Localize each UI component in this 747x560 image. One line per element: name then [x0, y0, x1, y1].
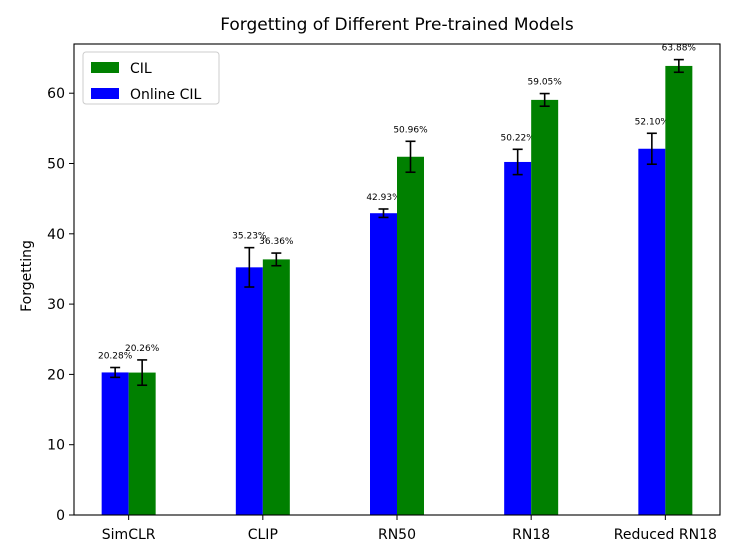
- x-tick-label: CLIP: [248, 527, 278, 543]
- bar-online-cil: [101, 372, 129, 515]
- bar-cil: [397, 156, 424, 516]
- data-label: 63.88%: [662, 44, 697, 54]
- data-label: 59.05%: [528, 78, 563, 88]
- legend: CIL Online CIL: [82, 51, 220, 105]
- data-label: 50.96%: [393, 125, 428, 135]
- plot-area: 0 10 20 30 40 50 60 SimCLR 20.28%20.26% CLIP 35.23…: [47, 44, 717, 543]
- bar-online-cil: [638, 148, 666, 515]
- y-axis-label: Forgetting: [19, 240, 35, 312]
- bar-cil: [531, 99, 559, 515]
- bar-cil: [665, 65, 693, 515]
- x-tick-label: RN50: [378, 527, 416, 543]
- y-tick-label: 10: [47, 438, 65, 454]
- data-label: 20.26%: [125, 344, 160, 354]
- legend-label: Online CIL: [130, 87, 202, 103]
- y-tick-label: 30: [47, 297, 65, 313]
- data-label: 20.28%: [98, 352, 133, 362]
- y-tick-label: 60: [47, 86, 65, 102]
- data-label: 36.36%: [259, 237, 294, 247]
- y-tick-label: 20: [47, 367, 65, 383]
- legend-swatch: [91, 88, 119, 99]
- bar-cil: [262, 259, 290, 515]
- bar-online-cil: [235, 267, 263, 515]
- y-tick-label: 0: [56, 508, 65, 524]
- legend-swatch: [91, 62, 119, 73]
- data-label: 42.93%: [366, 193, 401, 203]
- data-label: 35.23%: [232, 232, 267, 242]
- x-tick-label: Reduced RN18: [614, 527, 717, 543]
- y-tick-label: 50: [47, 157, 65, 173]
- legend-label: CIL: [130, 61, 152, 77]
- x-tick-label: SimCLR: [102, 527, 156, 543]
- data-label: 50.22%: [501, 133, 536, 143]
- plot-frame: [73, 43, 721, 516]
- bar-online-cil: [370, 213, 397, 516]
- x-tick-label: RN18: [512, 527, 550, 543]
- y-tick-label: 40: [47, 227, 65, 243]
- bar-cil: [128, 372, 156, 515]
- data-label: 52.10%: [635, 117, 670, 127]
- chart-title: Forgetting of Different Pre-trained Mode…: [220, 15, 574, 35]
- bar-online-cil: [504, 161, 532, 516]
